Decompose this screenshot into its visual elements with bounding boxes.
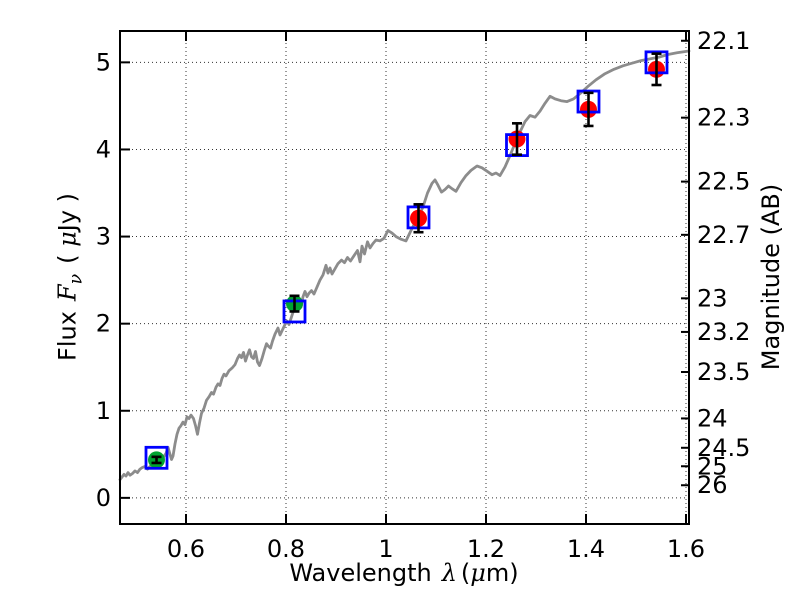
y-tick-label-magnitude: 22.7	[697, 221, 750, 249]
y-tick-label-flux: 0	[96, 484, 111, 512]
y-tick-label-magnitude: 23.2	[697, 318, 750, 346]
x-axis-unit-open: (	[460, 559, 471, 587]
x-axis-label: Wavelength λ (μm)	[289, 559, 518, 587]
y-tick-label-magnitude: 22.5	[697, 168, 750, 196]
x-tick-label: 0.8	[267, 535, 305, 563]
x-tick-label: 1.4	[567, 535, 605, 563]
y-tick-label-flux: 1	[96, 397, 111, 425]
y-tick-label-flux: 4	[96, 135, 111, 163]
y-tick-label-magnitude: 24.5	[697, 434, 750, 462]
flux-label-word: Flux	[53, 311, 82, 361]
x-axis-label-word: Wavelength	[289, 559, 432, 587]
y-tick-label-magnitude: 22.3	[697, 104, 750, 132]
model-spectrum-curve	[118, 49, 691, 482]
y-tick-label-magnitude: 26	[697, 471, 728, 499]
y-axis-label-magnitude: Magnitude (AB)	[757, 183, 785, 371]
nu-subscript: ν	[66, 273, 87, 285]
mu-symbol: μ	[470, 559, 486, 587]
x-tick-label: 1.2	[467, 535, 505, 563]
y-tick-label-magnitude: 23.5	[697, 358, 750, 386]
y-tick-label-magnitude: 25	[697, 452, 728, 480]
x-tick-label: 1.6	[667, 535, 705, 563]
x-axis-unit-close: m)	[485, 559, 519, 587]
y-tick-label-magnitude: 23	[697, 284, 728, 312]
x-tick-label: 1	[378, 535, 393, 563]
lambda-symbol: λ	[441, 559, 457, 587]
flux-symbol: F	[53, 284, 82, 302]
plot-frame	[119, 30, 690, 525]
y-tick-label-flux: 5	[96, 48, 111, 76]
y-tick-label-flux: 3	[96, 223, 111, 251]
flux-unit-mu: μ	[53, 231, 82, 247]
flux-unit-close: Jy )	[53, 193, 82, 232]
y-tick-label-magnitude: 24	[697, 404, 728, 432]
flux-unit-open: (	[53, 246, 82, 264]
y-tick-label-flux: 2	[96, 310, 111, 338]
y-axis-label-flux: Flux Fν ( μJy )	[54, 193, 87, 361]
model-flux-square	[144, 445, 169, 470]
y-tick-label-magnitude: 22.1	[697, 27, 750, 55]
x-tick-label: 0.6	[167, 535, 205, 563]
